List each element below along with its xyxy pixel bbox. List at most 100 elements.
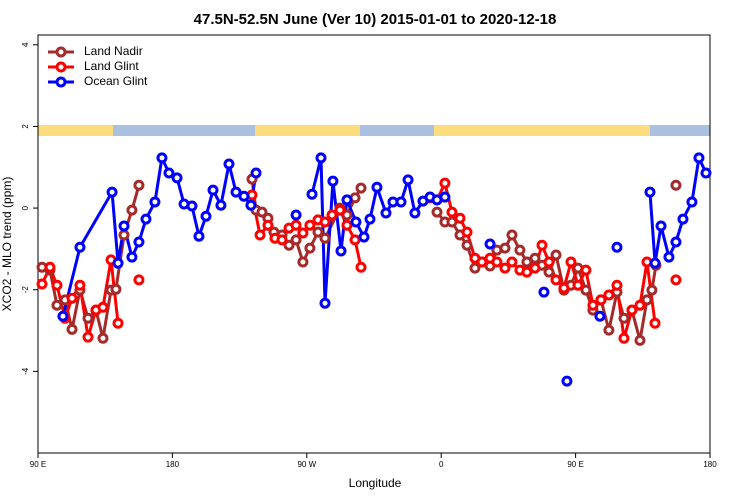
data-point: [543, 266, 555, 278]
data-point: [506, 256, 518, 268]
data-point: [297, 256, 309, 268]
ocean-band: [360, 125, 434, 136]
data-point: [580, 284, 592, 296]
data-point: [82, 331, 94, 343]
data-point: [97, 332, 109, 344]
chart-title: 47.5N-52.5N June (Ver 10) 2015-01-01 to …: [194, 11, 557, 28]
data-point: [655, 220, 667, 232]
data-point: [618, 332, 630, 344]
data-point: [670, 274, 682, 286]
y-tick-label: 4: [21, 42, 30, 47]
data-point: [230, 186, 242, 198]
data-point: [163, 167, 175, 179]
data-point: [106, 186, 118, 198]
x-tick-label: 90 E: [567, 460, 583, 469]
data-point: [149, 196, 161, 208]
data-point: [499, 262, 511, 274]
y-tick-label: 0: [21, 205, 30, 210]
data-point: [335, 245, 347, 257]
data-point: [550, 274, 562, 286]
data-point: [514, 244, 526, 256]
data-point: [156, 152, 168, 164]
data-point: [297, 227, 309, 239]
data-point: [36, 278, 48, 290]
data-point: [380, 207, 392, 219]
data-point: [82, 312, 94, 324]
data-point: [341, 219, 353, 231]
data-point: [193, 230, 205, 242]
data-point: [538, 286, 550, 298]
legend-label: Ocean Glint: [84, 74, 148, 88]
data-point: [44, 261, 56, 273]
data-point: [626, 304, 638, 316]
data-point: [402, 174, 414, 186]
data-point: [611, 241, 623, 253]
data-point: [133, 179, 145, 191]
data-point: [290, 234, 302, 246]
data-point: [326, 209, 338, 221]
data-point: [461, 239, 473, 251]
data-point: [256, 206, 268, 218]
y-tick-label: 2: [21, 124, 30, 129]
data-point: [649, 317, 661, 329]
data-point: [315, 152, 327, 164]
data-point: [446, 206, 458, 218]
data-point: [595, 294, 607, 306]
data-point: [118, 220, 130, 232]
data-point: [207, 184, 219, 196]
data-point: [371, 181, 383, 193]
data-point: [603, 289, 615, 301]
data-point: [186, 200, 198, 212]
data-point: [250, 167, 262, 179]
data-point: [276, 234, 288, 246]
data-point: [312, 226, 324, 238]
data-point: [499, 242, 511, 254]
data-point: [290, 209, 302, 221]
data-point: [200, 210, 212, 222]
data-point: [57, 310, 69, 322]
data-point: [454, 212, 466, 224]
data-point: [110, 283, 122, 295]
data-point: [529, 252, 541, 264]
data-point: [74, 279, 86, 291]
data-point: [439, 177, 451, 189]
plot-frame: [37, 34, 711, 454]
data-point: [641, 294, 653, 306]
data-point: [693, 152, 705, 164]
data-point: [171, 172, 183, 184]
data-point: [634, 334, 646, 346]
data-point: [565, 256, 577, 268]
data-point: [341, 194, 353, 206]
data-point: [327, 175, 339, 187]
data-point: [461, 226, 473, 238]
data-point: [304, 219, 316, 231]
data-point: [686, 196, 698, 208]
data-point: [133, 274, 145, 286]
y-axis-label: XCO2 - MLO trend (ppm): [0, 177, 14, 312]
data-point: [634, 299, 646, 311]
data-point: [215, 199, 227, 211]
data-point: [245, 199, 257, 211]
data-point: [334, 204, 346, 216]
data-point: [112, 257, 124, 269]
data-point: [663, 251, 675, 263]
data-point: [364, 213, 376, 225]
legend-marker: [55, 46, 67, 58]
data-point: [506, 229, 518, 241]
data-point: [319, 297, 331, 309]
data-point: [618, 312, 630, 324]
data-point: [350, 216, 362, 228]
x-tick-label: 0: [439, 460, 444, 469]
data-point: [126, 251, 138, 263]
data-point: [51, 299, 63, 311]
data-point: [439, 191, 451, 203]
data-point: [670, 179, 682, 191]
data-point: [349, 234, 361, 246]
data-point: [223, 158, 235, 170]
data-point: [491, 256, 503, 268]
data-point: [580, 264, 592, 276]
data-point: [543, 256, 555, 268]
data-point: [561, 375, 573, 387]
